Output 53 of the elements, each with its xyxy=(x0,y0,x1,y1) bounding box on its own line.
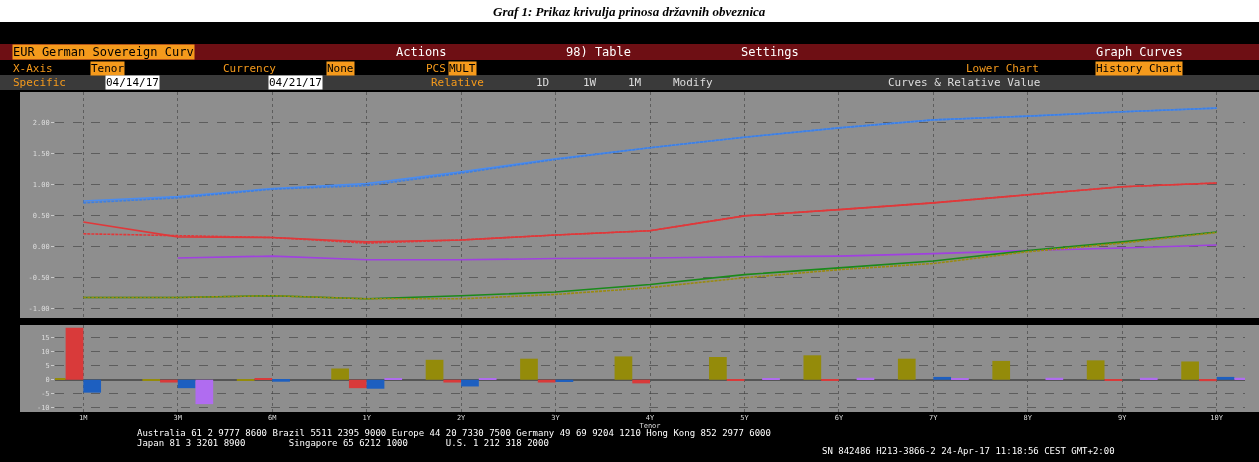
bar xyxy=(331,368,349,380)
text: MULT xyxy=(449,62,476,75)
bar xyxy=(83,379,102,393)
text: 04/21/17 xyxy=(269,76,322,89)
text: Australia 61 2 9777 8600 Brazil 5511 2395 9000 Europe 44 20 7330 7500 Germany 49 69 9204 1210 Hong Kong 852 2977 6000 xyxy=(137,428,771,438)
line-series xyxy=(82,231,1218,300)
text: Settings xyxy=(741,45,799,59)
text: Modify xyxy=(673,76,714,89)
bar xyxy=(992,360,1011,380)
bar xyxy=(177,379,196,389)
bar xyxy=(1139,377,1158,380)
bar xyxy=(520,358,538,380)
bar xyxy=(1086,360,1105,380)
bar xyxy=(803,355,822,380)
chart-title: Graf 1: Prikaz krivulja prinosa državnih obveznica xyxy=(493,4,766,19)
bar xyxy=(348,379,367,389)
bar xyxy=(1198,379,1217,382)
text: Currency xyxy=(223,62,277,75)
bar xyxy=(1045,377,1064,380)
text: None xyxy=(327,62,354,75)
bar xyxy=(461,379,479,387)
bar xyxy=(614,356,633,380)
bar xyxy=(160,379,178,383)
bar xyxy=(195,379,214,405)
bar xyxy=(537,379,556,383)
bar xyxy=(443,379,462,383)
text: Actions xyxy=(396,45,447,59)
text: SN 842486 H213-3866-2 24-Apr-17 11:18:56 CEST GMT+2:00 xyxy=(822,446,1115,456)
text: 98) Table xyxy=(566,45,632,59)
bar xyxy=(425,359,444,380)
text: X-Axis xyxy=(13,62,53,75)
text: Tenor xyxy=(91,62,125,75)
text: Relative xyxy=(431,76,484,89)
bar xyxy=(1181,361,1199,380)
text: Specific xyxy=(13,76,66,89)
text: 1W xyxy=(583,76,597,89)
text: 1D xyxy=(536,76,550,89)
bar xyxy=(709,356,727,380)
text: Lower Chart xyxy=(966,62,1039,75)
text: 1M xyxy=(628,76,642,89)
bar xyxy=(897,358,916,380)
text: Graph Curves xyxy=(1096,45,1183,59)
text: EUR German Sovereign Curv xyxy=(13,45,194,59)
line-series xyxy=(176,244,1218,261)
text: History Chart xyxy=(1096,62,1183,75)
text: PCS xyxy=(426,62,446,75)
bar xyxy=(366,379,385,389)
text: Japan 81 3 3201 8900 Singapore 65 6212 1000 U.S. 1 212 318 2000 xyxy=(137,438,549,448)
text: Curves & Relative Value xyxy=(888,76,1041,89)
bar xyxy=(65,327,84,380)
bar xyxy=(933,376,952,380)
bar xyxy=(272,379,290,382)
text: 04/14/17 xyxy=(106,76,159,89)
